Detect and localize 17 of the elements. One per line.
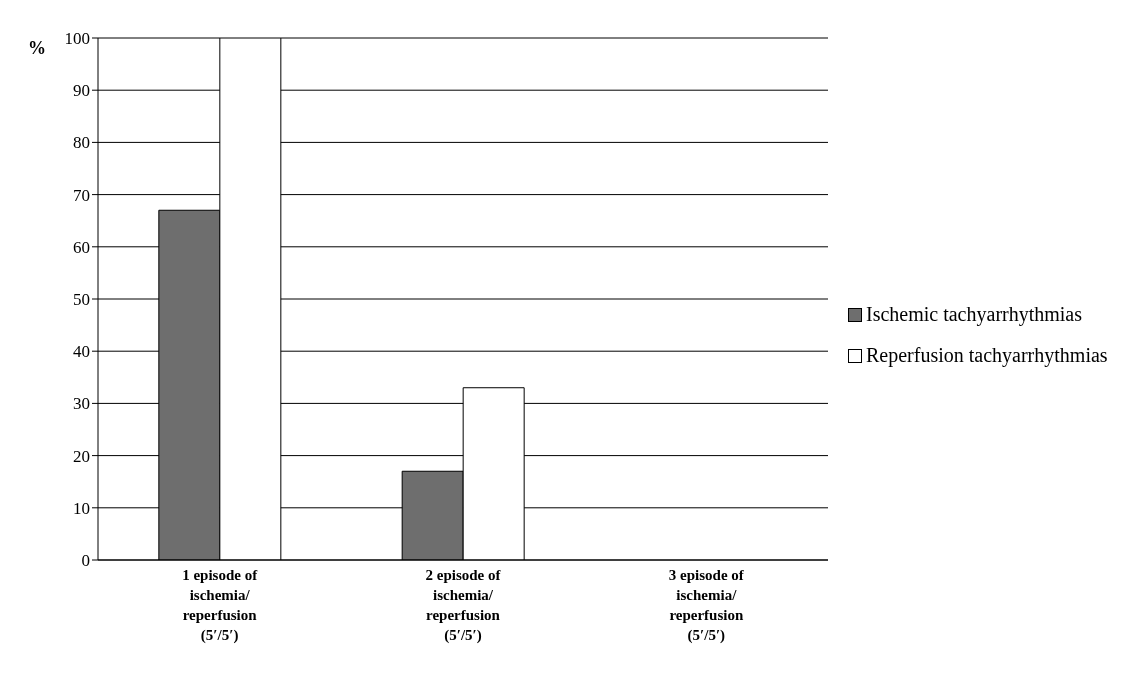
x-tick-label: 3 episode of ischemia/reperfusion (5′/5′) [668, 567, 745, 644]
y-tick-label: 100 [64, 29, 90, 49]
y-tick-label: 20 [73, 446, 90, 466]
x-tick-label: 1 episode of ischemia/reperfusion (5′/5′) [182, 567, 259, 644]
y-tick-label: 80 [73, 133, 90, 153]
y-tick-label: 50 [73, 290, 90, 310]
legend-label: Reperfusion tachyarrhythmias [866, 344, 1108, 367]
y-tick-label: 10 [73, 498, 90, 518]
x-tick-label: 2 episode of ischemia/reperfusion (5′/5′) [425, 567, 502, 644]
y-tick-label: 40 [73, 342, 90, 362]
y-tick-label: 60 [73, 237, 90, 257]
y-tick-label: 90 [73, 81, 90, 101]
y-tick-label: 70 [73, 185, 90, 205]
y-tick-label: 30 [73, 394, 90, 414]
y-axis-title: % [28, 38, 46, 59]
legend-label: Ischemic tachyarrhythmias [866, 303, 1083, 326]
y-tick-label: 0 [81, 551, 90, 571]
